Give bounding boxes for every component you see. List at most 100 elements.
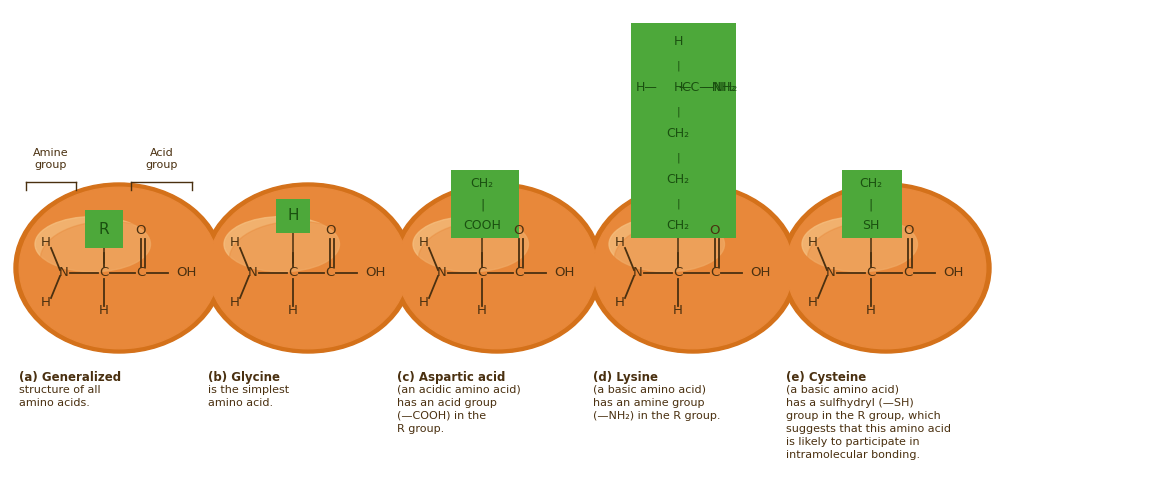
Text: CH₂: CH₂ bbox=[470, 177, 493, 190]
Text: C: C bbox=[325, 266, 335, 280]
Ellipse shape bbox=[802, 217, 917, 272]
Text: has an acid group: has an acid group bbox=[397, 398, 497, 408]
Text: H: H bbox=[100, 305, 109, 318]
Ellipse shape bbox=[614, 221, 750, 298]
Ellipse shape bbox=[807, 221, 944, 298]
Bar bbox=[276, 199, 310, 233]
Text: N: N bbox=[59, 266, 68, 280]
Text: H: H bbox=[41, 297, 51, 309]
Text: C: C bbox=[682, 81, 690, 94]
Ellipse shape bbox=[208, 187, 408, 349]
Text: N: N bbox=[248, 266, 258, 280]
Text: is likely to participate in: is likely to participate in bbox=[786, 437, 919, 447]
Text: H: H bbox=[287, 208, 299, 224]
Text: —NH₂: —NH₂ bbox=[701, 81, 738, 94]
Text: O: O bbox=[710, 224, 720, 238]
Text: is the simplest: is the simplest bbox=[208, 385, 290, 395]
Text: (a basic amino acid): (a basic amino acid) bbox=[593, 385, 706, 395]
Bar bbox=[85, 210, 123, 248]
Text: H: H bbox=[673, 305, 683, 318]
Text: |: | bbox=[868, 199, 873, 212]
Text: H: H bbox=[230, 297, 240, 309]
Text: H: H bbox=[230, 237, 240, 249]
Text: OH: OH bbox=[554, 266, 574, 280]
Text: (an acidic amino acid): (an acidic amino acid) bbox=[397, 385, 521, 395]
Text: CH₂: CH₂ bbox=[667, 173, 689, 186]
Text: (d) Lysine: (d) Lysine bbox=[593, 371, 658, 384]
Text: CH₂: CH₂ bbox=[667, 219, 689, 232]
Text: |: | bbox=[676, 61, 680, 71]
Text: has an amine group: has an amine group bbox=[593, 398, 704, 408]
Text: C: C bbox=[288, 266, 298, 280]
Text: group in the R group, which: group in the R group, which bbox=[786, 411, 940, 421]
Text: amino acids.: amino acids. bbox=[19, 398, 90, 408]
Text: intramolecular bonding.: intramolecular bonding. bbox=[786, 450, 921, 460]
Text: Acid
group: Acid group bbox=[145, 148, 177, 170]
Text: CH₂: CH₂ bbox=[667, 127, 689, 140]
Text: O: O bbox=[514, 224, 525, 238]
Text: H: H bbox=[419, 237, 428, 249]
Text: H: H bbox=[615, 237, 625, 249]
Text: OH: OH bbox=[176, 266, 197, 280]
Text: —C—NH₂: —C—NH₂ bbox=[677, 81, 735, 94]
Text: H: H bbox=[673, 35, 683, 48]
Text: |: | bbox=[676, 199, 680, 209]
Text: R group.: R group. bbox=[397, 424, 445, 434]
Text: H: H bbox=[419, 297, 428, 309]
Text: C: C bbox=[477, 266, 486, 280]
Ellipse shape bbox=[223, 217, 339, 272]
Text: structure of all: structure of all bbox=[19, 385, 101, 395]
Text: H: H bbox=[673, 81, 683, 94]
Text: |: | bbox=[676, 153, 680, 163]
Bar bbox=[842, 170, 902, 238]
Text: H: H bbox=[808, 297, 818, 309]
Ellipse shape bbox=[203, 183, 413, 353]
Text: amino acid.: amino acid. bbox=[208, 398, 273, 408]
Ellipse shape bbox=[41, 221, 177, 298]
Text: (e) Cysteine: (e) Cysteine bbox=[786, 371, 866, 384]
Bar bbox=[631, 23, 735, 238]
Ellipse shape bbox=[588, 183, 798, 353]
Text: H: H bbox=[41, 237, 51, 249]
Ellipse shape bbox=[786, 187, 985, 349]
Text: OH: OH bbox=[750, 266, 770, 280]
Text: O: O bbox=[903, 224, 914, 238]
Text: O: O bbox=[135, 224, 146, 238]
Text: N: N bbox=[826, 266, 836, 280]
Text: C: C bbox=[710, 266, 719, 280]
Text: C: C bbox=[903, 266, 913, 280]
Text: H: H bbox=[866, 305, 875, 318]
Text: R: R bbox=[98, 222, 109, 237]
Text: H: H bbox=[808, 237, 818, 249]
Text: C: C bbox=[514, 266, 523, 280]
Text: (a basic amino acid): (a basic amino acid) bbox=[786, 385, 899, 395]
Text: H: H bbox=[288, 305, 298, 318]
Text: |: | bbox=[676, 107, 680, 117]
Text: O: O bbox=[324, 224, 336, 238]
Text: C: C bbox=[100, 266, 109, 280]
Text: SH: SH bbox=[863, 219, 880, 232]
Text: (a) Generalized: (a) Generalized bbox=[19, 371, 122, 384]
Ellipse shape bbox=[609, 217, 725, 272]
Text: suggests that this amino acid: suggests that this amino acid bbox=[786, 424, 951, 434]
Text: H: H bbox=[477, 305, 486, 318]
Ellipse shape bbox=[397, 187, 596, 349]
Ellipse shape bbox=[229, 221, 366, 298]
Text: (—NH₂) in the R group.: (—NH₂) in the R group. bbox=[593, 411, 720, 421]
Text: (—COOH) in the: (—COOH) in the bbox=[397, 411, 486, 421]
Text: H: H bbox=[615, 297, 625, 309]
Bar bbox=[452, 170, 520, 238]
Text: N: N bbox=[437, 266, 447, 280]
Text: Amine
group: Amine group bbox=[34, 148, 68, 170]
Text: OH: OH bbox=[943, 266, 963, 280]
Text: N: N bbox=[633, 266, 643, 280]
Text: H—: H— bbox=[636, 81, 658, 94]
Ellipse shape bbox=[780, 183, 991, 353]
Ellipse shape bbox=[418, 221, 555, 298]
Ellipse shape bbox=[14, 183, 223, 353]
Text: CH₂: CH₂ bbox=[859, 177, 882, 190]
Ellipse shape bbox=[393, 183, 602, 353]
Text: C: C bbox=[866, 266, 875, 280]
Text: has a sulfhydryl (—SH): has a sulfhydryl (—SH) bbox=[786, 398, 914, 408]
Text: COOH: COOH bbox=[463, 219, 501, 232]
